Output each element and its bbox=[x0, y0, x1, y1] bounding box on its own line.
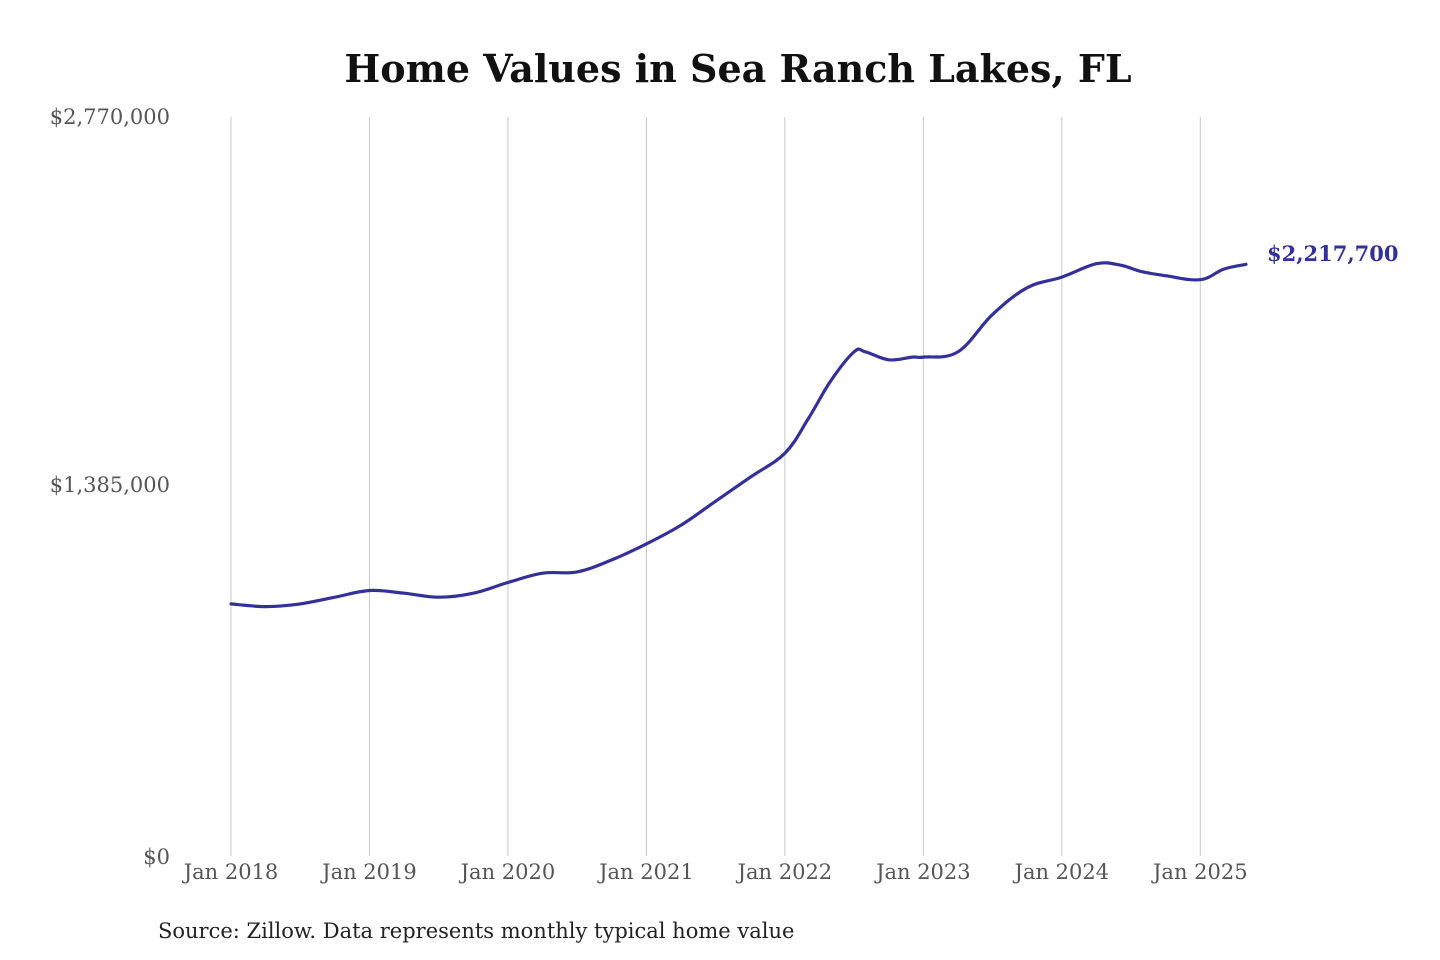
y-axis-ticks: $2,770,000 $1,385,000 $0 bbox=[50, 105, 170, 869]
series-line-home-value bbox=[229, 261, 1248, 609]
x-tick-label: Jan 2022 bbox=[736, 860, 833, 884]
x-axis-ticks: Jan 2018 Jan 2019 Jan 2020 Jan 2021 Jan 2022… bbox=[182, 860, 1248, 884]
x-tick-label: Jan 2018 bbox=[182, 860, 279, 884]
x-tick-label: Jan 2021 bbox=[597, 860, 694, 884]
x-tick-label: Jan 2025 bbox=[1151, 860, 1248, 884]
y-tick-label: $1,385,000 bbox=[50, 473, 170, 497]
end-value-label: $2,217,700 bbox=[1267, 241, 1399, 266]
chart-title: Home Values in Sea Ranch Lakes, FL bbox=[344, 46, 1131, 91]
x-tick-label: Jan 2023 bbox=[874, 860, 971, 884]
source-note: Source: Zillow. Data represents monthly … bbox=[158, 919, 794, 943]
x-tick-label: Jan 2024 bbox=[1013, 860, 1110, 884]
x-tick-label: Jan 2020 bbox=[459, 860, 556, 884]
gridlines bbox=[230, 117, 1201, 856]
x-tick-label: Jan 2019 bbox=[320, 860, 417, 884]
y-tick-label: $0 bbox=[143, 845, 170, 869]
y-tick-label: $2,770,000 bbox=[50, 105, 170, 129]
